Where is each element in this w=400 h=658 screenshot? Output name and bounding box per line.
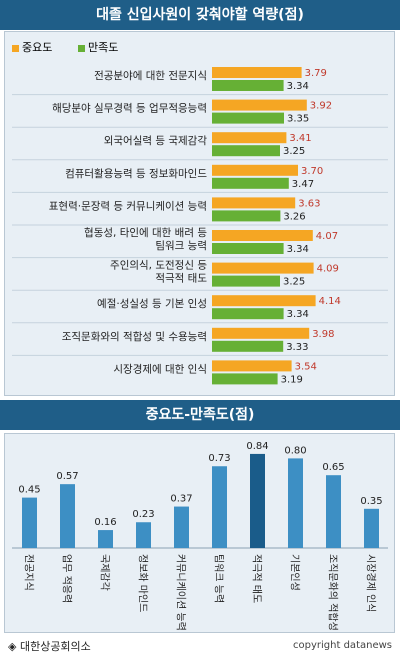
gap-bar bbox=[60, 484, 75, 548]
value-label-satisfaction: 3.35 bbox=[287, 114, 309, 125]
gap-bar bbox=[288, 458, 303, 548]
gap-category-label: 전공지식 bbox=[23, 554, 35, 591]
legend-swatch-satisfaction bbox=[78, 44, 85, 52]
category-label: 적극적 태도 bbox=[155, 273, 207, 285]
value-label-satisfaction: 3.34 bbox=[287, 81, 309, 92]
source-note: ◈ 대한상공회의소 bbox=[8, 640, 91, 653]
value-label-importance: 3.63 bbox=[298, 198, 320, 209]
gap-category-label: 기본인성 bbox=[289, 554, 301, 591]
legend-item-importance: 중요도 bbox=[12, 39, 52, 55]
gap-value-label: 0.73 bbox=[208, 453, 230, 464]
gap-bar bbox=[326, 475, 341, 548]
bar-importance bbox=[212, 295, 316, 307]
gap-value-label: 0.84 bbox=[246, 441, 268, 452]
value-label-importance: 3.41 bbox=[289, 133, 311, 144]
value-label-importance: 4.14 bbox=[319, 296, 341, 307]
value-label-satisfaction: 3.25 bbox=[283, 146, 305, 157]
value-label-satisfaction: 3.19 bbox=[281, 374, 303, 385]
gap-category-label: 팀워크 능력 bbox=[213, 554, 226, 603]
bar-satisfaction bbox=[212, 308, 284, 320]
gap-value-label: 0.80 bbox=[284, 445, 306, 456]
bar-satisfaction bbox=[212, 243, 284, 254]
value-label-satisfaction: 3.25 bbox=[283, 277, 305, 288]
category-label: 예절·성실성 등 기본 인성 bbox=[97, 297, 207, 310]
category-label: 표현력·문장력 등 커뮤니케이션 능력 bbox=[49, 200, 207, 212]
copyright-note: copyright datanews bbox=[293, 640, 392, 651]
competency-chart-panel bbox=[4, 31, 395, 396]
gap-value-label: 0.16 bbox=[94, 517, 116, 528]
gap-bar bbox=[212, 466, 227, 548]
category-label: 외국어실력 등 국제감각 bbox=[104, 135, 208, 147]
category-label: 해당분야 실무경력 등 업무적응능력 bbox=[52, 102, 207, 115]
gap-chart-title-band: 중요도-만족도(점) bbox=[0, 400, 400, 430]
category-label: 컴퓨터활용능력 등 정보화마인드 bbox=[65, 167, 207, 180]
gap-bar bbox=[22, 497, 37, 548]
value-label-importance: 4.09 bbox=[317, 264, 339, 275]
bar-importance bbox=[212, 360, 292, 372]
gap-category-label: 적극적 태도 bbox=[251, 554, 263, 603]
bar-satisfaction bbox=[212, 340, 284, 352]
bar-satisfaction bbox=[212, 80, 284, 91]
value-label-satisfaction: 3.33 bbox=[286, 342, 308, 353]
main-title: 대졸 신입사원이 갖춰야할 역량(점) bbox=[96, 7, 304, 23]
bar-satisfaction bbox=[212, 145, 280, 157]
bar-satisfaction bbox=[212, 373, 278, 385]
gap-bar bbox=[136, 522, 151, 548]
bar-importance bbox=[212, 67, 302, 78]
bar-satisfaction bbox=[212, 177, 289, 189]
legend-swatch-importance bbox=[12, 44, 19, 52]
gap-category-label: 시장경제 인식 bbox=[365, 554, 378, 612]
chart-title-band: 대졸 신입사원이 갖춰야할 역량(점) bbox=[0, 0, 400, 30]
bar-importance bbox=[212, 164, 298, 176]
gap-category-label: 업무 적응력 bbox=[61, 554, 74, 603]
bar-importance bbox=[212, 262, 314, 274]
value-label-importance: 3.79 bbox=[305, 68, 327, 79]
bar-satisfaction bbox=[212, 112, 284, 124]
bar-importance bbox=[212, 132, 287, 144]
legend-label-importance: 중요도 bbox=[22, 41, 53, 54]
category-label: 시장경제에 대한 인식 bbox=[113, 362, 207, 375]
gap-value-label: 0.35 bbox=[360, 496, 382, 507]
category-label: 전공분야에 대한 전문지식 bbox=[94, 69, 207, 82]
gap-category-label: 조직문화의 적합성 bbox=[327, 554, 339, 631]
value-label-satisfaction: 3.26 bbox=[283, 211, 305, 222]
gap-chart-title: 중요도-만족도(점) bbox=[145, 407, 255, 423]
gap-value-label: 0.45 bbox=[18, 485, 40, 496]
gap-category-label: 국제감각 bbox=[99, 554, 111, 591]
value-label-satisfaction: 3.34 bbox=[287, 244, 309, 255]
value-label-importance: 3.54 bbox=[295, 361, 317, 372]
gap-bar bbox=[364, 508, 379, 548]
category-label: 협동성, 타인에 대한 배려 등 bbox=[84, 226, 207, 239]
value-label-satisfaction: 3.34 bbox=[287, 309, 309, 320]
gap-category-label: 정보화 마인드 bbox=[137, 554, 149, 612]
category-label: 조직문화와의 적합성 및 수용능력 bbox=[62, 331, 207, 343]
bar-importance bbox=[212, 230, 313, 241]
legend-item-satisfaction: 만족도 bbox=[78, 39, 118, 55]
gap-bar bbox=[174, 506, 189, 548]
value-label-importance: 4.07 bbox=[316, 231, 338, 242]
gap-value-label: 0.65 bbox=[322, 462, 344, 473]
value-label-satisfaction: 3.47 bbox=[292, 179, 314, 190]
category-label: 주인의식, 도전정신 등 bbox=[110, 260, 207, 272]
gap-value-label: 0.23 bbox=[132, 509, 154, 520]
legend-label-satisfaction: 만족도 bbox=[88, 41, 119, 54]
category-label: 팀워크 능력 bbox=[155, 239, 207, 252]
legend: 중요도 만족도 bbox=[6, 33, 146, 57]
bar-importance bbox=[212, 99, 307, 111]
bar-importance bbox=[212, 197, 296, 209]
gap-bar bbox=[250, 453, 265, 548]
bar-satisfaction bbox=[212, 210, 281, 222]
bar-satisfaction bbox=[212, 275, 280, 287]
value-label-importance: 3.98 bbox=[312, 329, 334, 340]
gap-bar bbox=[98, 530, 113, 548]
value-label-importance: 3.70 bbox=[301, 166, 323, 177]
gap-category-label: 커뮤니케이션 능력 bbox=[175, 554, 187, 631]
bar-importance bbox=[212, 327, 310, 339]
value-label-importance: 3.92 bbox=[310, 101, 332, 112]
gap-value-label: 0.37 bbox=[170, 494, 192, 505]
gap-value-label: 0.57 bbox=[56, 471, 78, 482]
